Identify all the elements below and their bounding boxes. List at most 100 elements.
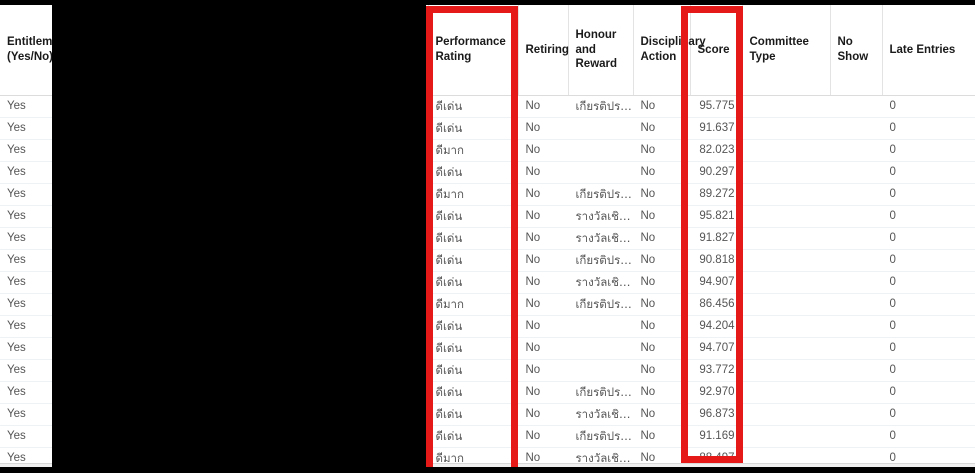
cell-late[interactable]: 0 [882, 293, 975, 316]
cell-disciplinary[interactable]: No [633, 117, 690, 140]
cell-score[interactable]: 96.873 [690, 403, 742, 426]
cell-noshow[interactable] [830, 337, 882, 360]
cell-honour[interactable] [568, 359, 633, 382]
cell-retiring[interactable]: No [518, 403, 568, 426]
cell-noshow[interactable] [830, 293, 882, 316]
cell-honour[interactable]: รางวัลเชิ… [568, 271, 633, 294]
cell-score[interactable]: 95.821 [690, 205, 742, 228]
column-header-disciplinary[interactable]: Disciplinary Action [633, 5, 706, 96]
cell-score[interactable]: 91.637 [690, 117, 742, 140]
cell-noshow[interactable] [830, 425, 882, 448]
cell-entitlement[interactable]: Yes [0, 425, 52, 448]
cell-disciplinary[interactable]: No [633, 183, 690, 206]
cell-late[interactable]: 0 [882, 139, 975, 162]
cell-score[interactable]: 86.456 [690, 293, 742, 316]
cell-noshow[interactable] [830, 227, 882, 250]
cell-committee[interactable] [742, 139, 830, 162]
cell-entitlement[interactable]: Yes [0, 293, 52, 316]
cell-score[interactable]: 94.204 [690, 315, 742, 338]
column-header-retiring[interactable]: Retiring [518, 5, 569, 96]
cell-committee[interactable] [742, 249, 830, 272]
cell-honour[interactable]: เกียรติปร… [568, 381, 633, 404]
cell-honour[interactable] [568, 161, 633, 184]
cell-honour[interactable] [568, 337, 633, 360]
cell-honour[interactable]: เกียรติปร… [568, 425, 633, 448]
cell-late[interactable]: 0 [882, 95, 975, 118]
cell-committee[interactable] [742, 161, 830, 184]
cell-committee[interactable] [742, 293, 830, 316]
cell-score[interactable]: 95.775 [690, 95, 742, 118]
cell-disciplinary[interactable]: No [633, 249, 690, 272]
cell-disciplinary[interactable]: No [633, 205, 690, 228]
column-header-performance[interactable]: Performance Rating [428, 5, 519, 96]
cell-late[interactable]: 0 [882, 161, 975, 184]
column-header-honour[interactable]: Honour and Reward [568, 5, 634, 96]
cell-late[interactable]: 0 [882, 403, 975, 426]
cell-performance[interactable]: ดีเด่น [428, 227, 518, 250]
cell-noshow[interactable] [830, 271, 882, 294]
cell-noshow[interactable] [830, 161, 882, 184]
cell-retiring[interactable]: No [518, 271, 568, 294]
cell-honour[interactable]: เกียรติปร… [568, 95, 633, 118]
cell-entitlement[interactable]: Yes [0, 95, 52, 118]
cell-performance[interactable]: ดีเด่น [428, 249, 518, 272]
cell-honour[interactable]: เกียรติปร… [568, 183, 633, 206]
cell-score[interactable]: 94.707 [690, 337, 742, 360]
column-header-late[interactable]: Late Entries [882, 5, 975, 96]
cell-committee[interactable] [742, 227, 830, 250]
cell-performance[interactable]: ดีเด่น [428, 271, 518, 294]
cell-retiring[interactable]: No [518, 425, 568, 448]
cell-late[interactable]: 0 [882, 271, 975, 294]
cell-disciplinary[interactable]: No [633, 139, 690, 162]
cell-retiring[interactable]: No [518, 205, 568, 228]
cell-honour[interactable] [568, 315, 633, 338]
cell-committee[interactable] [742, 271, 830, 294]
cell-entitlement[interactable]: Yes [0, 315, 52, 338]
cell-late[interactable]: 0 [882, 337, 975, 360]
cell-committee[interactable] [742, 315, 830, 338]
cell-disciplinary[interactable]: No [633, 271, 690, 294]
cell-committee[interactable] [742, 381, 830, 404]
cell-performance[interactable]: ดีเด่น [428, 359, 518, 382]
cell-retiring[interactable]: No [518, 315, 568, 338]
cell-disciplinary[interactable]: No [633, 337, 690, 360]
cell-score[interactable]: 89.272 [690, 183, 742, 206]
cell-performance[interactable]: ดีเด่น [428, 161, 518, 184]
cell-entitlement[interactable]: Yes [0, 249, 52, 272]
cell-score[interactable]: 92.970 [690, 381, 742, 404]
cell-honour[interactable]: เกียรติปร… [568, 293, 633, 316]
cell-noshow[interactable] [830, 117, 882, 140]
cell-performance[interactable]: ดีเด่น [428, 403, 518, 426]
cell-disciplinary[interactable]: No [633, 381, 690, 404]
cell-performance[interactable]: ดีมาก [428, 183, 518, 206]
cell-committee[interactable] [742, 183, 830, 206]
horizontal-scroll-gutter[interactable] [0, 463, 975, 467]
cell-late[interactable]: 0 [882, 359, 975, 382]
cell-retiring[interactable]: No [518, 381, 568, 404]
cell-score[interactable]: 94.907 [690, 271, 742, 294]
cell-noshow[interactable] [830, 95, 882, 118]
cell-disciplinary[interactable]: No [633, 95, 690, 118]
cell-performance[interactable]: ดีเด่น [428, 205, 518, 228]
cell-honour[interactable]: เกียรติปร… [568, 249, 633, 272]
cell-noshow[interactable] [830, 403, 882, 426]
cell-entitlement[interactable]: Yes [0, 183, 52, 206]
cell-entitlement[interactable]: Yes [0, 205, 52, 228]
cell-retiring[interactable]: No [518, 359, 568, 382]
cell-honour[interactable]: รางวัลเชิ… [568, 205, 633, 228]
column-header-entitlement[interactable]: Entitlement (Yes/No) [0, 5, 70, 96]
cell-late[interactable]: 0 [882, 249, 975, 272]
cell-entitlement[interactable]: Yes [0, 139, 52, 162]
cell-disciplinary[interactable]: No [633, 425, 690, 448]
cell-retiring[interactable]: No [518, 117, 568, 140]
cell-late[interactable]: 0 [882, 227, 975, 250]
cell-late[interactable]: 0 [882, 315, 975, 338]
cell-performance[interactable]: ดีเด่น [428, 95, 518, 118]
cell-committee[interactable] [742, 359, 830, 382]
cell-late[interactable]: 0 [882, 205, 975, 228]
cell-score[interactable]: 90.818 [690, 249, 742, 272]
cell-committee[interactable] [742, 425, 830, 448]
cell-score[interactable]: 82.023 [690, 139, 742, 162]
cell-performance[interactable]: ดีเด่น [428, 425, 518, 448]
cell-retiring[interactable]: No [518, 249, 568, 272]
